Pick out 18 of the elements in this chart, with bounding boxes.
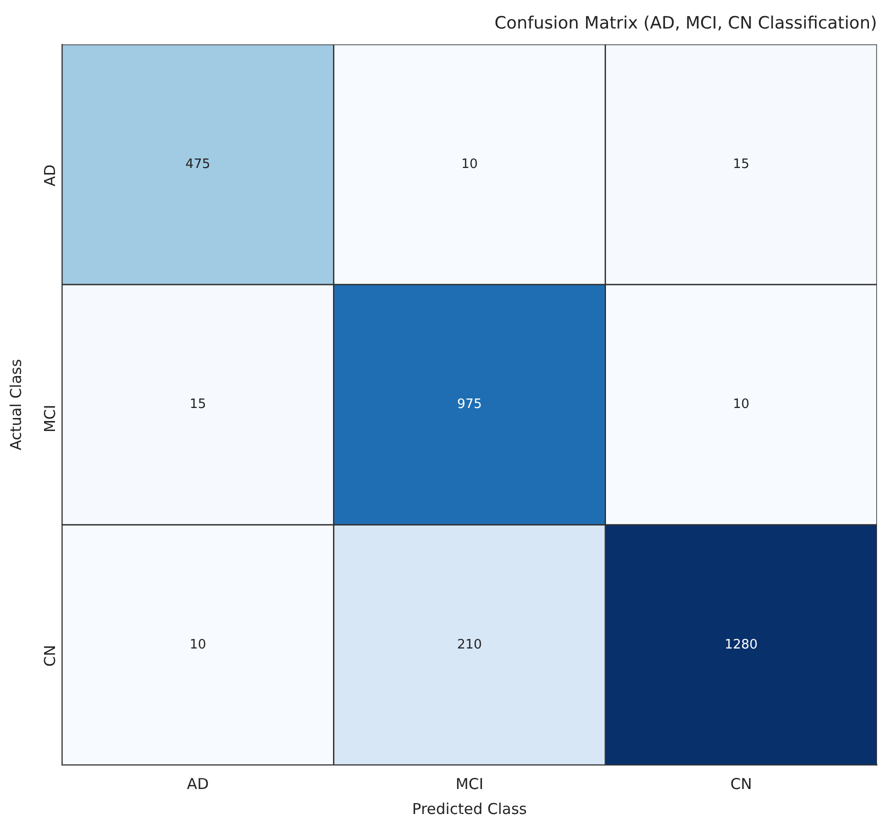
y-tick-label: AD xyxy=(40,164,59,186)
x-tick-label: CN xyxy=(730,774,752,793)
data-label: 10 xyxy=(190,637,206,652)
y-tick-label: MCI xyxy=(40,404,59,433)
y-tick-label: CN xyxy=(40,644,59,667)
data-label: 15 xyxy=(732,156,750,172)
data-label: 975 xyxy=(457,397,482,412)
data-label: 10 xyxy=(461,156,478,172)
data-label: 475 xyxy=(185,156,210,172)
data-label: 15 xyxy=(190,397,206,412)
x-tick-label: MCI xyxy=(456,774,484,793)
y-axis-title: Actual Class xyxy=(6,358,25,450)
data-label: 210 xyxy=(457,637,482,652)
x-axis-title: Predicted Class xyxy=(412,800,528,818)
data-label: 10 xyxy=(732,397,750,412)
data-label: 1280 xyxy=(724,637,758,652)
chart-title: Confusion Matrix (AD, MCI, CN Classification) xyxy=(494,14,877,34)
x-tick-label: AD xyxy=(186,774,209,793)
